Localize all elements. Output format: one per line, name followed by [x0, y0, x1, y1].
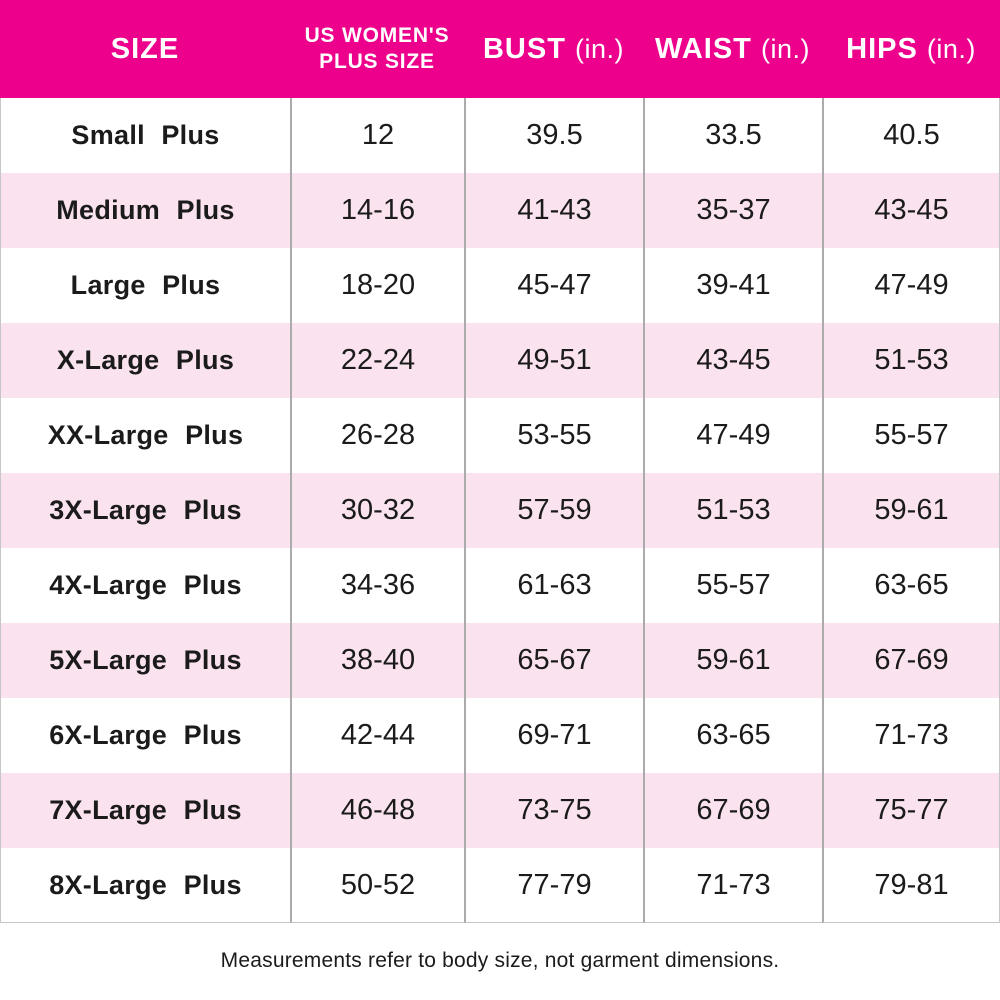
size-cell: 3X-Large Plus [0, 473, 290, 548]
waist-cell: 55-57 [643, 548, 822, 623]
table-row: 5X-Large Plus 38-40 65-67 59-61 67-69 [0, 623, 1000, 698]
size-cell: Small Plus [0, 98, 290, 173]
header-cell-size: SIZE [0, 0, 290, 98]
size-cell: 5X-Large Plus [0, 623, 290, 698]
size-cell: XX-Large Plus [0, 398, 290, 473]
size-cell: 8X-Large Plus [0, 848, 290, 923]
size-cell: Large Plus [0, 248, 290, 323]
header-size-label: SIZE [110, 32, 180, 65]
header-cell-bust: BUST (in.) [464, 0, 643, 98]
header-bust-unit: (in.) [575, 33, 624, 64]
waist-cell: 43-45 [643, 323, 822, 398]
size-cell: X-Large Plus [0, 323, 290, 398]
header-waist-label: WAIST [655, 32, 752, 65]
us-size-cell: 38-40 [290, 623, 464, 698]
us-size-cell: 26-28 [290, 398, 464, 473]
header-cell-waist: WAIST (in.) [643, 0, 822, 98]
us-size-cell: 30-32 [290, 473, 464, 548]
waist-cell: 63-65 [643, 698, 822, 773]
header-hips-label: HIPS [846, 32, 918, 65]
hips-cell: 47-49 [822, 248, 1000, 323]
hips-cell: 67-69 [822, 623, 1000, 698]
header-waist-unit: (in.) [760, 33, 810, 64]
hips-cell: 71-73 [822, 698, 1000, 773]
us-size-cell: 14-16 [290, 173, 464, 248]
header-hips-unit: (in.) [926, 33, 976, 64]
table-row: Medium Plus 14-16 41-43 35-37 43-45 [0, 173, 1000, 248]
size-cell: 7X-Large Plus [0, 773, 290, 848]
hips-cell: 75-77 [822, 773, 1000, 848]
us-size-cell: 22-24 [290, 323, 464, 398]
hips-cell: 55-57 [822, 398, 1000, 473]
table-row: 8X-Large Plus 50-52 77-79 71-73 79-81 [0, 848, 1000, 923]
header-cell-us-plus-size: US WOMEN'S PLUS SIZE [290, 0, 464, 98]
size-cell: 6X-Large Plus [0, 698, 290, 773]
us-size-cell: 34-36 [290, 548, 464, 623]
hips-cell: 51-53 [822, 323, 1000, 398]
bust-cell: 39.5 [464, 98, 643, 173]
bust-cell: 65-67 [464, 623, 643, 698]
hips-cell: 43-45 [822, 173, 1000, 248]
table-row: 7X-Large Plus 46-48 73-75 67-69 75-77 [0, 773, 1000, 848]
table-row: 3X-Large Plus 30-32 57-59 51-53 59-61 [0, 473, 1000, 548]
hips-cell: 63-65 [822, 548, 1000, 623]
bust-cell: 77-79 [464, 848, 643, 923]
waist-cell: 71-73 [643, 848, 822, 923]
hips-cell: 79-81 [822, 848, 1000, 923]
waist-cell: 33.5 [643, 98, 822, 173]
hips-cell: 40.5 [822, 98, 1000, 173]
size-chart-table: SIZE US WOMEN'S PLUS SIZE BUST (in.) WAI… [0, 0, 1000, 923]
header-bust-label: BUST [482, 32, 566, 65]
waist-cell: 47-49 [643, 398, 822, 473]
size-cell: 4X-Large Plus [0, 548, 290, 623]
hips-cell: 59-61 [822, 473, 1000, 548]
table-row: X-Large Plus 22-24 49-51 43-45 51-53 [0, 323, 1000, 398]
header-cell-hips: HIPS (in.) [822, 0, 1000, 98]
bust-cell: 57-59 [464, 473, 643, 548]
table-row: Small Plus 12 39.5 33.5 40.5 [0, 98, 1000, 173]
size-cell: Medium Plus [0, 173, 290, 248]
waist-cell: 59-61 [643, 623, 822, 698]
table-row: Large Plus 18-20 45-47 39-41 47-49 [0, 248, 1000, 323]
us-size-cell: 18-20 [290, 248, 464, 323]
bust-cell: 49-51 [464, 323, 643, 398]
bust-cell: 41-43 [464, 173, 643, 248]
us-size-cell: 50-52 [290, 848, 464, 923]
bust-cell: 53-55 [464, 398, 643, 473]
us-size-cell: 42-44 [290, 698, 464, 773]
bust-cell: 45-47 [464, 248, 643, 323]
table-header: SIZE US WOMEN'S PLUS SIZE BUST (in.) WAI… [0, 0, 1000, 98]
table-body: Small Plus 12 39.5 33.5 40.5 Medium Plus… [0, 98, 1000, 923]
header-us-line2: PLUS SIZE [319, 50, 435, 73]
bust-cell: 61-63 [464, 548, 643, 623]
waist-cell: 39-41 [643, 248, 822, 323]
waist-cell: 51-53 [643, 473, 822, 548]
bust-cell: 69-71 [464, 698, 643, 773]
table-row: 4X-Large Plus 34-36 61-63 55-57 63-65 [0, 548, 1000, 623]
table-row: 6X-Large Plus 42-44 69-71 63-65 71-73 [0, 698, 1000, 773]
us-size-cell: 46-48 [290, 773, 464, 848]
waist-cell: 67-69 [643, 773, 822, 848]
bust-cell: 73-75 [464, 773, 643, 848]
footer-note: Measurements refer to body size, not gar… [220, 949, 780, 972]
table-row: XX-Large Plus 26-28 53-55 47-49 55-57 [0, 398, 1000, 473]
waist-cell: 35-37 [643, 173, 822, 248]
header-us-line1: US WOMEN'S [304, 23, 450, 47]
header-row: SIZE US WOMEN'S PLUS SIZE BUST (in.) WAI… [0, 0, 1000, 98]
us-size-cell: 12 [290, 98, 464, 173]
